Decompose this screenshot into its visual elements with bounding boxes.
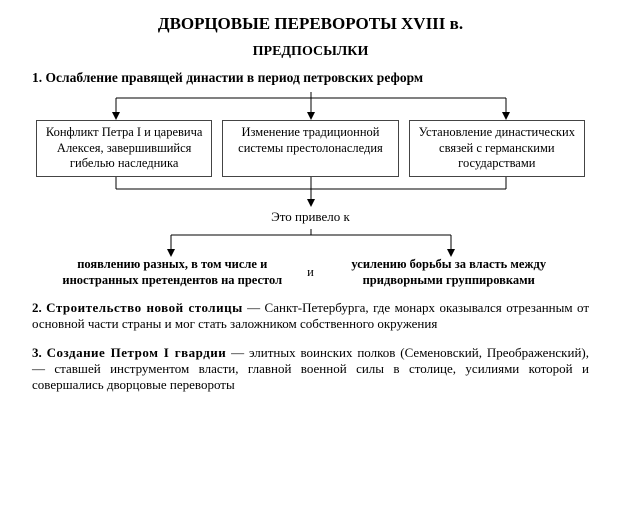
results-row: появлению разных, в том числе и иностран… xyxy=(52,257,569,288)
box-1: Конфликт Петра I и царевича Алексея, зав… xyxy=(36,120,212,177)
connector-top xyxy=(31,92,591,120)
connector-merge xyxy=(31,177,591,207)
premise-3: 3. Создание Петром I гвардии — элитных в… xyxy=(32,345,589,394)
subtitle: ПРЕДПОСЫЛКИ xyxy=(22,44,599,60)
connector-split2 xyxy=(31,229,591,257)
premise-3-lead: Создание Петром I гвардии xyxy=(47,345,227,360)
premise-2: 2. Строительство новой столицы — Санкт-П… xyxy=(32,300,589,333)
premise-1: 1. Ослабление правящей династии в период… xyxy=(32,70,599,86)
box-2: Изменение традиционной системы престолон… xyxy=(222,120,398,177)
conjunction: и xyxy=(301,265,321,280)
premise-2-num: 2. xyxy=(32,300,46,315)
premise-3-num: 3. xyxy=(32,345,47,360)
result-1: появлению разных, в том числе и иностран… xyxy=(52,257,293,288)
box-3: Установление династических связей с герм… xyxy=(409,120,585,177)
boxes-row: Конфликт Петра I и царевича Алексея, зав… xyxy=(36,120,585,177)
main-title: ДВОРЦОВЫЕ ПЕРЕВОРОТЫ XVIII в. xyxy=(22,14,599,34)
result-2: усилению борьбы за власть между придворн… xyxy=(329,257,570,288)
led-to-label: Это привело к xyxy=(22,209,599,225)
premise-2-lead: Строительство новой столицы xyxy=(46,300,243,315)
